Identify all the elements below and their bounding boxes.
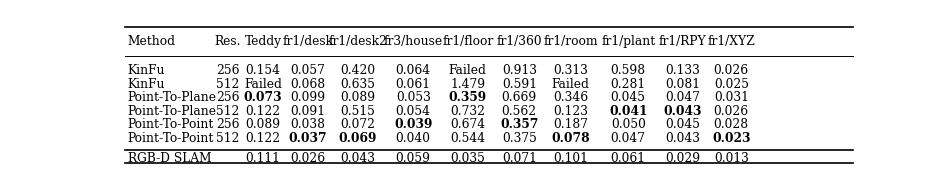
Text: Point-To-Plane: Point-To-Plane: [127, 105, 217, 118]
Text: 0.346: 0.346: [553, 91, 588, 104]
Text: 0.674: 0.674: [450, 118, 485, 131]
Text: fr3/house: fr3/house: [384, 35, 443, 48]
Text: 0.089: 0.089: [340, 91, 375, 104]
Text: Point-To-Point: Point-To-Point: [127, 132, 214, 145]
Text: 0.073: 0.073: [244, 91, 282, 104]
Text: 0.068: 0.068: [291, 78, 326, 91]
Text: 0.064: 0.064: [396, 64, 430, 77]
Text: 0.043: 0.043: [663, 105, 702, 118]
Text: 0.357: 0.357: [500, 118, 539, 131]
Text: fr1/floor: fr1/floor: [442, 35, 493, 48]
Text: 512: 512: [216, 105, 239, 118]
Text: 256: 256: [216, 64, 239, 77]
Text: 512: 512: [216, 132, 239, 145]
Text: 0.122: 0.122: [245, 132, 280, 145]
Text: Teddy: Teddy: [244, 35, 281, 48]
Text: Point-To-Plane: Point-To-Plane: [127, 91, 217, 104]
Text: 0.029: 0.029: [665, 152, 700, 165]
Text: fr1/XYZ: fr1/XYZ: [708, 35, 755, 48]
Text: 256: 256: [216, 118, 239, 131]
Text: 0.043: 0.043: [665, 132, 700, 145]
Text: Res.: Res.: [215, 35, 241, 48]
Text: 0.061: 0.061: [611, 152, 646, 165]
Text: 256: 256: [216, 91, 239, 104]
Text: 0.026: 0.026: [713, 64, 749, 77]
Text: 0.089: 0.089: [245, 118, 280, 131]
Text: 0.123: 0.123: [553, 105, 588, 118]
Text: 0.026: 0.026: [291, 152, 326, 165]
Text: 0.359: 0.359: [448, 91, 486, 104]
Text: 0.057: 0.057: [291, 64, 326, 77]
Text: 0.732: 0.732: [450, 105, 485, 118]
Text: Point-To-Point: Point-To-Point: [127, 118, 214, 131]
Text: 0.045: 0.045: [665, 118, 700, 131]
Text: 0.091: 0.091: [291, 105, 326, 118]
Text: 0.187: 0.187: [553, 118, 588, 131]
Text: 0.059: 0.059: [396, 152, 430, 165]
Text: 0.038: 0.038: [291, 118, 326, 131]
Text: 0.515: 0.515: [341, 105, 375, 118]
Text: 0.035: 0.035: [450, 152, 485, 165]
Text: fr1/desk2: fr1/desk2: [329, 35, 388, 48]
Text: fr1/RPY: fr1/RPY: [659, 35, 707, 48]
Text: 0.072: 0.072: [340, 118, 375, 131]
Text: 0.122: 0.122: [245, 105, 280, 118]
Text: 0.013: 0.013: [713, 152, 749, 165]
Text: fr1/desk: fr1/desk: [282, 35, 333, 48]
Text: 0.544: 0.544: [450, 132, 485, 145]
Text: Method: Method: [127, 35, 176, 48]
Text: Failed: Failed: [552, 78, 590, 91]
Text: 0.050: 0.050: [611, 118, 646, 131]
Text: 0.099: 0.099: [291, 91, 326, 104]
Text: 0.598: 0.598: [611, 64, 646, 77]
Text: 0.078: 0.078: [552, 132, 590, 145]
Text: fr1/room: fr1/room: [543, 35, 598, 48]
Text: 0.111: 0.111: [246, 152, 280, 165]
Text: 1.479: 1.479: [450, 78, 485, 91]
Text: 0.420: 0.420: [340, 64, 375, 77]
Text: 0.101: 0.101: [553, 152, 588, 165]
Text: Failed: Failed: [244, 78, 282, 91]
Text: 0.061: 0.061: [396, 78, 430, 91]
Text: 0.154: 0.154: [245, 64, 280, 77]
Text: 0.047: 0.047: [665, 91, 700, 104]
Text: 0.054: 0.054: [396, 105, 430, 118]
Text: 0.053: 0.053: [396, 91, 430, 104]
Text: 0.023: 0.023: [712, 132, 750, 145]
Text: 0.039: 0.039: [394, 118, 432, 131]
Text: KinFu: KinFu: [127, 64, 165, 77]
Text: fr1/360: fr1/360: [497, 35, 542, 48]
Text: 0.562: 0.562: [502, 105, 537, 118]
Text: 0.375: 0.375: [502, 132, 537, 145]
Text: 0.041: 0.041: [609, 105, 648, 118]
Text: 0.043: 0.043: [340, 152, 375, 165]
Text: 0.031: 0.031: [713, 91, 749, 104]
Text: 0.069: 0.069: [339, 132, 377, 145]
Text: 0.081: 0.081: [665, 78, 700, 91]
Text: 0.045: 0.045: [611, 91, 646, 104]
Text: Failed: Failed: [448, 64, 486, 77]
Text: 0.913: 0.913: [502, 64, 537, 77]
Text: 0.071: 0.071: [502, 152, 537, 165]
Text: 0.133: 0.133: [665, 64, 700, 77]
Text: 512: 512: [216, 78, 239, 91]
Text: RGB-D SLAM: RGB-D SLAM: [127, 152, 211, 165]
Text: 0.037: 0.037: [289, 132, 328, 145]
Text: 0.025: 0.025: [713, 78, 749, 91]
Text: 0.591: 0.591: [502, 78, 537, 91]
Text: 0.026: 0.026: [713, 105, 749, 118]
Text: 0.281: 0.281: [611, 78, 646, 91]
Text: fr1/plant: fr1/plant: [601, 35, 656, 48]
Text: 0.040: 0.040: [396, 132, 430, 145]
Text: 0.669: 0.669: [502, 91, 537, 104]
Text: KinFu: KinFu: [127, 78, 165, 91]
Text: 0.028: 0.028: [713, 118, 749, 131]
Text: 0.047: 0.047: [611, 132, 646, 145]
Text: 0.635: 0.635: [340, 78, 375, 91]
Text: 0.313: 0.313: [553, 64, 588, 77]
